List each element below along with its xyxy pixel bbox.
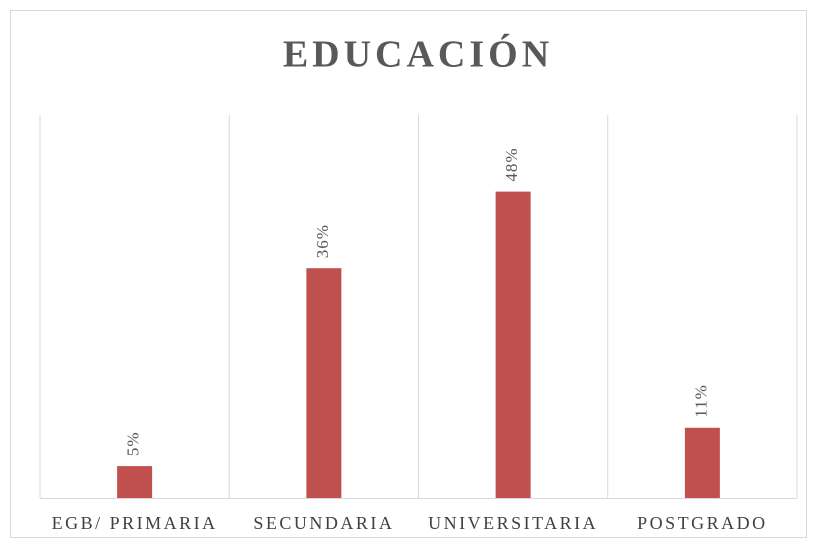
x-tick-label: UNIVERSITARIA	[428, 513, 598, 533]
chart-title: EDUCACIÓN	[283, 34, 553, 76]
chart-frame	[10, 10, 807, 538]
data-label: 36%	[313, 224, 332, 258]
x-tick-label: EGB/ PRIMARIA	[52, 513, 218, 533]
bar	[495, 191, 531, 498]
data-label: 5%	[124, 431, 143, 456]
bar	[684, 427, 720, 498]
bar	[306, 268, 342, 498]
data-label: 11%	[691, 384, 710, 418]
bar	[117, 466, 153, 498]
x-tick-label: SECUNDARIA	[253, 513, 394, 533]
data-label: 48%	[502, 147, 521, 181]
x-tick-label: POSTGRADO	[637, 513, 768, 533]
